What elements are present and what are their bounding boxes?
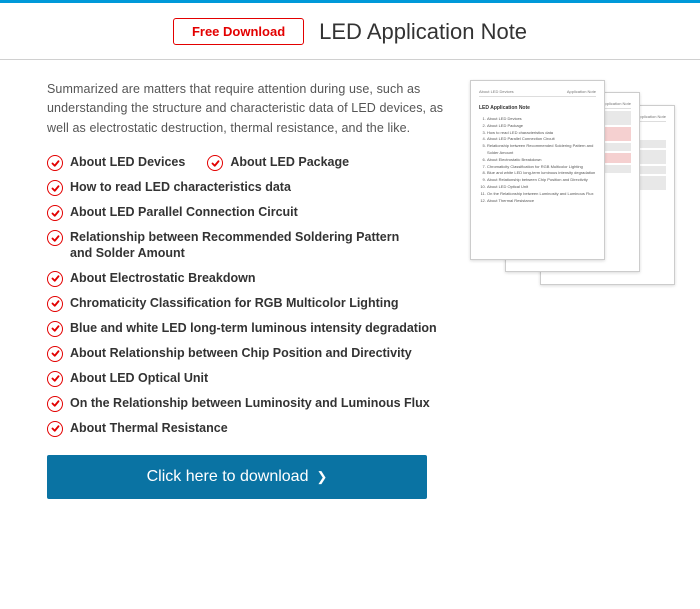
feature-label: How to read LED characteristics data: [70, 179, 291, 195]
page-header: Free Download LED Application Note: [0, 3, 700, 60]
feature-item: About Thermal Resistance: [47, 420, 455, 437]
feature-label: About LED Optical Unit: [70, 370, 208, 386]
check-icon: [47, 421, 63, 437]
description-text: Summarized are matters that require atte…: [47, 80, 455, 138]
check-icon: [47, 271, 63, 287]
feature-list: About LED Devices About LED Package How …: [47, 154, 455, 437]
feature-label: On the Relationship between Luminosity a…: [70, 395, 430, 411]
page-title: LED Application Note: [319, 19, 527, 45]
feature-row: About LED Devices About LED Package: [47, 154, 455, 171]
feature-label: Relationship between Recommended Solderi…: [70, 229, 410, 262]
check-icon: [47, 396, 63, 412]
feature-item: Relationship between Recommended Solderi…: [47, 229, 455, 262]
preview-page-1: About LED DevicesApplication Note LED Ap…: [470, 80, 605, 260]
left-column: Summarized are matters that require atte…: [47, 80, 455, 499]
feature-item: About Electrostatic Breakdown: [47, 270, 455, 287]
feature-label: About Electrostatic Breakdown: [70, 270, 255, 286]
check-icon: [47, 205, 63, 221]
check-icon: [47, 230, 63, 246]
feature-item: On the Relationship between Luminosity a…: [47, 395, 455, 412]
check-icon: [47, 180, 63, 196]
check-icon: [47, 296, 63, 312]
feature-label: Chromaticity Classification for RGB Mult…: [70, 295, 399, 311]
download-button-label: Click here to download: [147, 468, 309, 486]
feature-item: About LED Optical Unit: [47, 370, 455, 387]
feature-item: About LED Parallel Connection Circuit: [47, 204, 455, 221]
check-icon: [47, 155, 63, 171]
check-icon: [47, 346, 63, 362]
free-download-badge: Free Download: [173, 18, 304, 45]
check-icon: [47, 321, 63, 337]
document-preview: Application Note Application Note About …: [465, 80, 675, 310]
feature-label: About LED Package: [230, 154, 349, 170]
feature-label: About Relationship between Chip Position…: [70, 345, 412, 361]
feature-item: How to read LED characteristics data: [47, 179, 455, 196]
download-button[interactable]: Click here to download ❯: [47, 455, 427, 499]
feature-item: Blue and white LED long-term luminous in…: [47, 320, 455, 337]
check-icon: [207, 155, 223, 171]
feature-item: About LED Package: [207, 154, 349, 171]
chevron-right-icon: ❯: [316, 469, 327, 485]
feature-item: About LED Devices: [47, 154, 185, 171]
feature-label: Blue and white LED long-term luminous in…: [70, 320, 437, 336]
preview-toc: About LED Devices About LED Package How …: [479, 116, 596, 204]
content-area: Summarized are matters that require atte…: [0, 60, 700, 499]
preview-doc-title: LED Application Note: [479, 105, 596, 111]
feature-item: Chromaticity Classification for RGB Mult…: [47, 295, 455, 312]
feature-label: About LED Devices: [70, 154, 185, 170]
feature-label: About Thermal Resistance: [70, 420, 228, 436]
check-icon: [47, 371, 63, 387]
feature-label: About LED Parallel Connection Circuit: [70, 204, 298, 220]
feature-item: About Relationship between Chip Position…: [47, 345, 455, 362]
